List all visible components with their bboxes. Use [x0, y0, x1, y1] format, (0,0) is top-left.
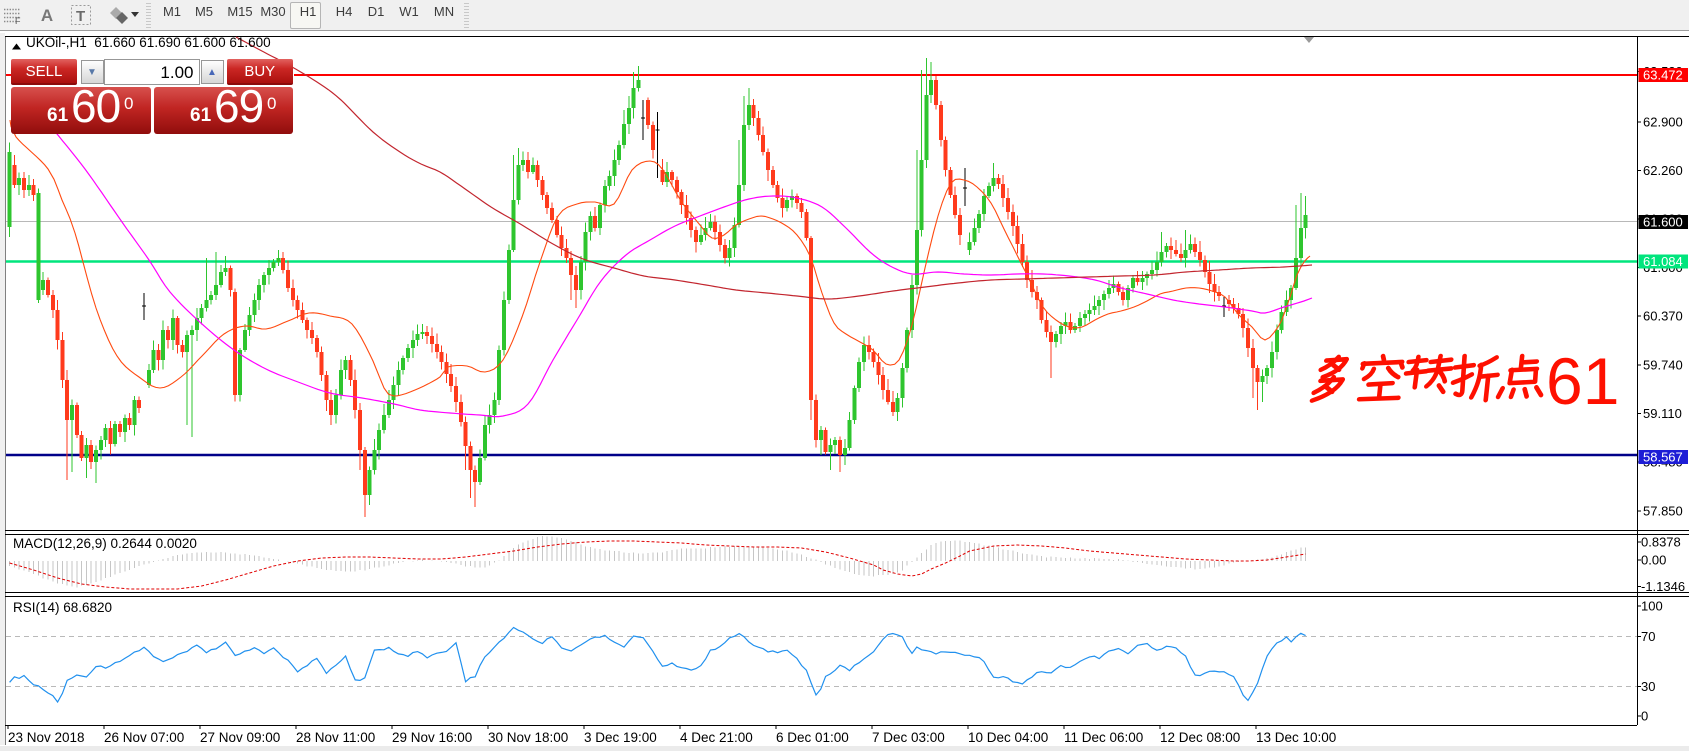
- svg-text:13 Dec 10:00: 13 Dec 10:00: [1256, 730, 1336, 745]
- svg-text:7 Dec 03:00: 7 Dec 03:00: [872, 730, 945, 745]
- svg-text:4 Dec 21:00: 4 Dec 21:00: [680, 730, 753, 745]
- svg-text:MACD(12,26,9) 0.2644 0.0020: MACD(12,26,9) 0.2644 0.0020: [13, 536, 197, 551]
- svg-text:63.472: 63.472: [1643, 68, 1683, 83]
- svg-text:100: 100: [1641, 599, 1663, 614]
- svg-text:57.850: 57.850: [1643, 504, 1683, 519]
- svg-text:0.00: 0.00: [1641, 553, 1666, 568]
- svg-text:62.900: 62.900: [1643, 115, 1683, 130]
- svg-text:29 Nov 16:00: 29 Nov 16:00: [392, 730, 472, 745]
- svg-text:60.370: 60.370: [1643, 309, 1683, 324]
- svg-text:62.260: 62.260: [1643, 163, 1683, 178]
- svg-text:59.740: 59.740: [1643, 358, 1683, 373]
- svg-text:0.8378: 0.8378: [1641, 535, 1681, 550]
- svg-text:58.567: 58.567: [1643, 450, 1683, 465]
- svg-text:30: 30: [1641, 679, 1655, 694]
- svg-text:11 Dec 06:00: 11 Dec 06:00: [1064, 730, 1143, 745]
- svg-text:12 Dec 08:00: 12 Dec 08:00: [1160, 730, 1240, 745]
- svg-text:T: T: [76, 8, 85, 25]
- svg-text:10 Dec 04:00: 10 Dec 04:00: [968, 730, 1048, 745]
- svg-text:61: 61: [1546, 344, 1619, 418]
- svg-text:3 Dec 19:00: 3 Dec 19:00: [584, 730, 657, 745]
- svg-text:23 Nov 2018: 23 Nov 2018: [8, 730, 85, 745]
- svg-text:59.110: 59.110: [1643, 406, 1682, 421]
- svg-text:28 Nov 11:00: 28 Nov 11:00: [296, 730, 375, 745]
- svg-text:UKOil-,H1 61.660 61.690 61.60: UKOil-,H1 61.660 61.690 61.600 61.600: [26, 35, 271, 50]
- svg-text:RSI(14) 68.6820: RSI(14) 68.6820: [13, 600, 112, 615]
- svg-text:26 Nov 07:00: 26 Nov 07:00: [104, 730, 184, 745]
- svg-text:61.084: 61.084: [1643, 254, 1683, 269]
- svg-text:6 Dec 01:00: 6 Dec 01:00: [776, 730, 849, 745]
- svg-text:30 Nov 18:00: 30 Nov 18:00: [488, 730, 568, 745]
- svg-text:61.600: 61.600: [1643, 215, 1683, 230]
- svg-text:70: 70: [1641, 629, 1655, 644]
- svg-text:F: F: [15, 16, 21, 25]
- svg-text:27 Nov 09:00: 27 Nov 09:00: [200, 730, 280, 745]
- svg-text:-1.1346: -1.1346: [1641, 579, 1685, 594]
- svg-text:0: 0: [1641, 709, 1648, 724]
